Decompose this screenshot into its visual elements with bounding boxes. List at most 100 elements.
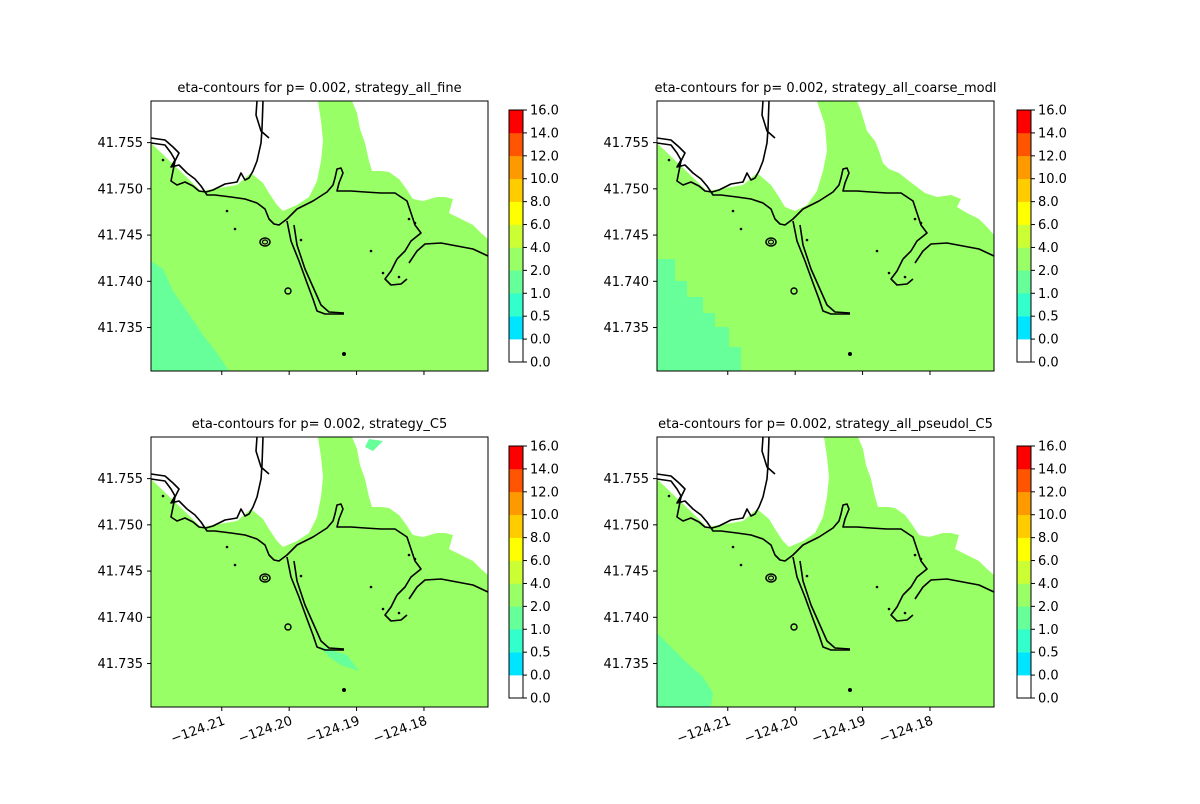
colorbar-tick-label: 16.0 bbox=[1038, 104, 1067, 119]
colorbar-frame bbox=[1016, 109, 1032, 363]
y-tick-label: 41.740 bbox=[604, 611, 650, 626]
colorbar-swatch bbox=[1017, 537, 1031, 561]
small-islet bbox=[913, 553, 917, 557]
colorbar-tick-label: 16.0 bbox=[530, 440, 559, 455]
islet-outline bbox=[284, 623, 292, 631]
colorbar-swatch bbox=[509, 537, 523, 561]
y-tick-label: 41.755 bbox=[604, 472, 650, 487]
colorbar-tick-label: 8.0 bbox=[530, 531, 551, 546]
small-islet bbox=[677, 163, 681, 167]
small-islet bbox=[887, 271, 891, 275]
y-tick-label: 41.740 bbox=[604, 275, 650, 290]
colorbar-tick-label: 10.0 bbox=[1038, 172, 1067, 187]
small-islet bbox=[233, 563, 237, 567]
colorbar-swatch bbox=[1017, 606, 1031, 630]
small-islet bbox=[887, 607, 891, 611]
colorbar-tick-label: 2.0 bbox=[1038, 600, 1059, 615]
colorbar-tick-label: 14.0 bbox=[1038, 126, 1067, 141]
islet-inner bbox=[261, 239, 269, 245]
colorbar-swatch bbox=[1017, 270, 1031, 294]
colorbar-tick-label: 0.0 bbox=[530, 333, 551, 348]
small-islet bbox=[299, 238, 303, 242]
x-tick-label: −124.19 bbox=[810, 714, 868, 747]
panel-title: eta-contours for p= 0.002, strategy_all_… bbox=[655, 81, 997, 96]
harbor-shore bbox=[384, 594, 408, 622]
map-area bbox=[151, 101, 488, 371]
colorbar-swatch bbox=[509, 178, 523, 202]
south-jetty bbox=[293, 224, 345, 314]
colorbar-swatch bbox=[1017, 446, 1031, 470]
colorbar-tick-label: 16.0 bbox=[1038, 440, 1067, 455]
north-jetty bbox=[286, 220, 344, 315]
marker-dot bbox=[342, 688, 346, 692]
islet-inner bbox=[261, 575, 269, 581]
colorbar-swatch bbox=[509, 514, 523, 538]
small-islet bbox=[667, 494, 671, 498]
colorbar-tick-label: 4.0 bbox=[1038, 577, 1059, 592]
small-islet bbox=[731, 545, 735, 549]
small-islet bbox=[739, 227, 743, 231]
colorbar-tick-label: 1.0 bbox=[1038, 623, 1059, 638]
colorbar-swatch bbox=[1017, 514, 1031, 538]
colorbar-tick-label: 0.0 bbox=[1038, 333, 1059, 348]
colorbar-tick-label: 12.0 bbox=[530, 149, 559, 164]
colorbar-tick-label: 2.0 bbox=[530, 600, 551, 615]
islet-outline bbox=[259, 237, 271, 247]
coastline-north bbox=[151, 101, 264, 193]
small-islet bbox=[407, 553, 411, 557]
map-panel-3: eta-contours for p= 0.002, strategy_C5 41… bbox=[98, 417, 559, 747]
colorbar-tick-label: 0.0 bbox=[530, 669, 551, 684]
colorbar-tick-label: 10.0 bbox=[530, 508, 559, 523]
islet-outline bbox=[284, 287, 292, 295]
colorbar-tick-label: 4.0 bbox=[1038, 241, 1059, 256]
small-islet bbox=[233, 227, 237, 231]
small-islet bbox=[381, 607, 385, 611]
colorbar-tick-label: 16.0 bbox=[530, 104, 559, 119]
y-tick-label: 41.750 bbox=[604, 518, 650, 533]
colorbar-swatch bbox=[1017, 675, 1031, 699]
colorbar-swatch bbox=[1017, 293, 1031, 317]
colorbar: 0.0 0.0 0.5 1.0 2.0 4.0 6.0 8.0 10.0 12.0 14.0 16.0 bbox=[508, 440, 559, 707]
small-islet bbox=[161, 158, 165, 162]
band-2-to-4-region bbox=[151, 437, 488, 707]
channel-shore bbox=[761, 101, 776, 139]
y-tick-label: 41.745 bbox=[98, 229, 144, 244]
colorbar-tick-label: 6.0 bbox=[1038, 554, 1059, 569]
colorbar-tick-label: 6.0 bbox=[530, 218, 551, 233]
small-islet bbox=[903, 275, 907, 279]
colorbar-swatch bbox=[1017, 339, 1031, 363]
small-islet bbox=[369, 249, 373, 253]
small-islet bbox=[225, 545, 229, 549]
coastline-east bbox=[914, 242, 994, 264]
y-tick-label: 41.735 bbox=[98, 657, 144, 672]
small-islet bbox=[805, 238, 809, 242]
colorbar-tick-label: 0.5 bbox=[1038, 646, 1059, 661]
band-2-to-4-region bbox=[151, 101, 488, 371]
map-area bbox=[657, 437, 994, 707]
colorbar-tick-label: 8.0 bbox=[530, 195, 551, 210]
coastline-east bbox=[408, 578, 488, 600]
small-islet bbox=[739, 563, 743, 567]
colorbar-tick-label: 8.0 bbox=[1038, 531, 1059, 546]
small-islet bbox=[731, 209, 735, 213]
axes-frame bbox=[656, 436, 995, 708]
small-islet bbox=[225, 209, 229, 213]
north-jetty bbox=[286, 556, 344, 651]
colorbar-tick-label: 1.0 bbox=[530, 623, 551, 638]
y-tick-label: 41.755 bbox=[98, 136, 144, 151]
colorbar-tick-label: 0.5 bbox=[530, 310, 551, 325]
small-islet bbox=[875, 249, 879, 253]
small-islet bbox=[677, 499, 681, 503]
colorbar-swatch bbox=[509, 201, 523, 225]
small-islet bbox=[913, 217, 917, 221]
panel-title: eta-contours for p= 0.002, strategy_all_… bbox=[658, 417, 993, 432]
colorbar-swatch bbox=[1017, 132, 1031, 157]
y-tick-label: 41.735 bbox=[604, 321, 650, 336]
colorbar-swatch bbox=[509, 652, 523, 676]
small-islet bbox=[413, 221, 417, 225]
small-islet bbox=[369, 585, 373, 589]
map-panel-2: eta-contours for p= 0.002, strategy_all_… bbox=[604, 81, 1067, 375]
colorbar-swatch bbox=[1017, 110, 1031, 134]
colorbar-swatch bbox=[1017, 468, 1031, 493]
